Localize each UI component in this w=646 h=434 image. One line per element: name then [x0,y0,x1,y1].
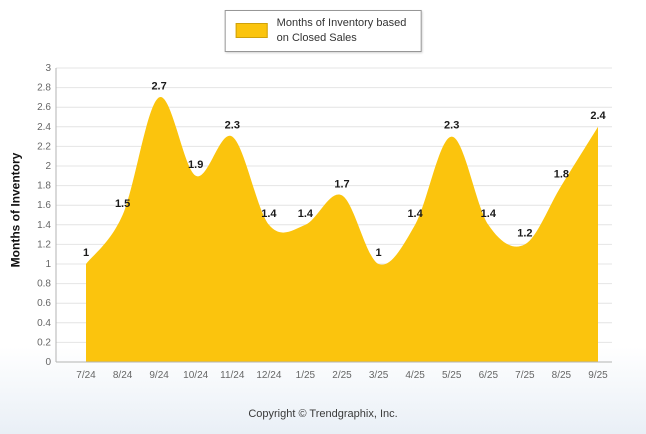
svg-text:0.6: 0.6 [37,298,51,309]
svg-text:10/24: 10/24 [183,370,208,381]
svg-text:1.4: 1.4 [481,208,497,220]
y-axis-title: Months of Inventory [8,152,23,268]
svg-text:1.8: 1.8 [37,181,51,192]
svg-text:0.4: 0.4 [37,318,51,329]
svg-text:1: 1 [376,247,382,259]
svg-text:3: 3 [45,63,51,74]
svg-text:5/25: 5/25 [442,370,462,381]
svg-text:2.3: 2.3 [444,120,459,132]
legend-label: Months of Inventory based on Closed Sale… [277,16,407,46]
svg-text:9/25: 9/25 [588,370,608,381]
legend-swatch-icon [235,23,268,39]
svg-text:1.2: 1.2 [517,227,532,239]
svg-text:4/25: 4/25 [405,370,425,381]
svg-text:0.8: 0.8 [37,279,51,290]
y-axis-title-wrap: Months of Inventory [2,60,28,360]
svg-text:1.6: 1.6 [37,200,51,211]
svg-text:0.2: 0.2 [37,337,51,348]
svg-text:1.7: 1.7 [334,178,349,190]
svg-text:0: 0 [45,357,51,368]
legend-label-line2: on Closed Sales [276,31,357,44]
svg-text:2.7: 2.7 [151,80,166,92]
svg-text:12/24: 12/24 [256,370,281,381]
svg-text:2: 2 [45,161,51,172]
svg-text:8/25: 8/25 [552,370,572,381]
legend: Months of Inventory based on Closed Sale… [224,10,422,52]
svg-text:6/25: 6/25 [479,370,499,381]
svg-text:9/24: 9/24 [149,370,169,381]
svg-text:1: 1 [83,247,89,259]
svg-text:7/25: 7/25 [515,370,535,381]
inventory-area-chart: 0 0.2 0.4 0.6 0.8 1 1.2 1.4 1.6 1.8 2 2.2 2.4 2.6 2.8 3… [37,63,612,381]
svg-text:2.6: 2.6 [37,102,51,113]
svg-text:2.8: 2.8 [37,83,51,94]
svg-text:1/25: 1/25 [296,370,316,381]
copyright-text: Copyright © Trendgraphix, Inc. [248,408,398,420]
svg-text:1.8: 1.8 [554,169,569,181]
svg-text:2.2: 2.2 [37,141,51,152]
svg-text:2.4: 2.4 [37,122,51,133]
svg-text:2/25: 2/25 [332,370,352,381]
svg-text:2.4: 2.4 [590,110,606,122]
svg-text:1.4: 1.4 [37,220,51,231]
svg-text:2.3: 2.3 [225,120,240,132]
svg-text:1.4: 1.4 [407,208,423,220]
svg-text:1.2: 1.2 [37,239,51,250]
svg-text:11/24: 11/24 [220,370,245,381]
svg-text:1.9: 1.9 [188,159,203,171]
legend-label-line1: Months of Inventory based [276,17,407,29]
svg-text:1.5: 1.5 [115,198,130,210]
svg-text:1: 1 [45,259,51,270]
svg-text:8/24: 8/24 [113,370,133,381]
svg-text:3/25: 3/25 [369,370,389,381]
svg-text:7/24: 7/24 [76,370,96,381]
svg-text:1.4: 1.4 [261,208,277,220]
svg-text:1.4: 1.4 [298,208,314,220]
